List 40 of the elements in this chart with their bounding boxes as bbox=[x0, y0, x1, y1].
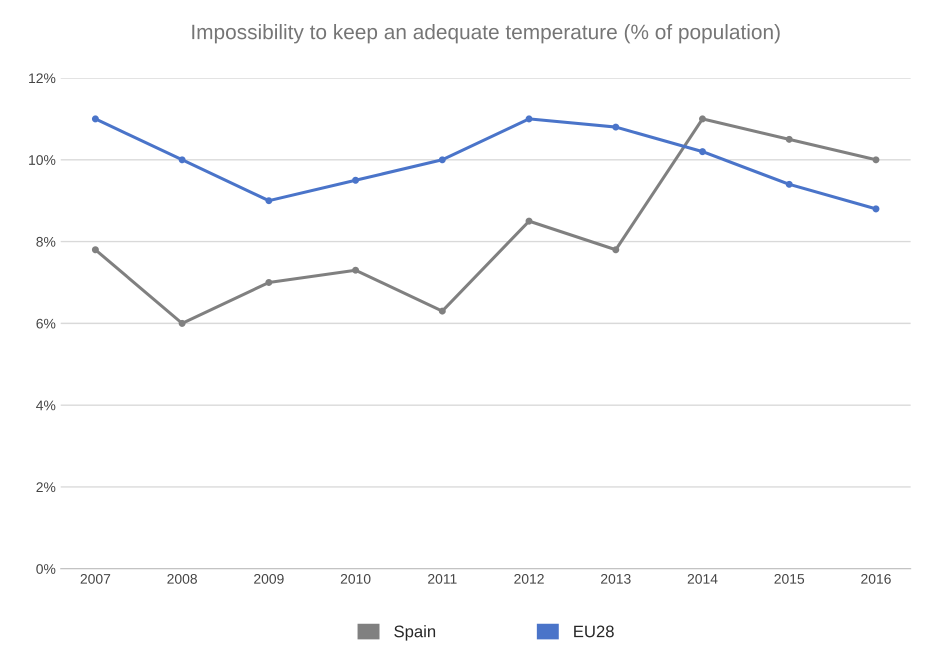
point bbox=[92, 246, 99, 254]
point bbox=[438, 308, 446, 315]
point bbox=[526, 115, 533, 122]
x-tick-label: 2012 bbox=[514, 574, 544, 584]
point bbox=[786, 180, 793, 188]
point bbox=[699, 115, 706, 122]
y-tick-label: 8% bbox=[36, 236, 56, 247]
x-tick-label: 2010 bbox=[340, 574, 370, 584]
point bbox=[178, 156, 186, 164]
point bbox=[92, 115, 99, 122]
x-tick-label: 2016 bbox=[861, 574, 891, 584]
point bbox=[178, 320, 186, 327]
point bbox=[612, 246, 620, 254]
point bbox=[352, 176, 360, 184]
y-tick-label: 6% bbox=[36, 318, 56, 329]
y-tick-label: 2% bbox=[36, 482, 56, 492]
legend-label: Spain bbox=[394, 625, 436, 641]
x-tick-label: 2011 bbox=[428, 574, 457, 584]
point bbox=[872, 156, 880, 164]
point bbox=[526, 218, 533, 225]
point bbox=[352, 266, 360, 274]
y-tick-label: 12% bbox=[29, 73, 56, 84]
point bbox=[612, 124, 620, 131]
x-tick-label: 2013 bbox=[601, 574, 631, 584]
x-tick-label: 2007 bbox=[80, 574, 110, 584]
point bbox=[265, 197, 272, 204]
point bbox=[872, 205, 880, 212]
x-tick-label: 2009 bbox=[254, 574, 284, 584]
y-tick-label: 4% bbox=[36, 400, 56, 410]
point bbox=[265, 279, 272, 286]
legend-label: EU28 bbox=[574, 626, 614, 638]
chart-title: Impossibility to keep an adequate temperature (% of population) bbox=[192, 24, 780, 44]
point bbox=[786, 136, 793, 143]
y-tick-label: 10% bbox=[29, 155, 56, 165]
x-tick-label: 2014 bbox=[688, 574, 718, 584]
point bbox=[438, 156, 446, 164]
x-tick-label: 2008 bbox=[167, 574, 197, 584]
y-tick-label: 0% bbox=[36, 564, 56, 574]
point bbox=[699, 148, 706, 156]
x-tick-label: 2015 bbox=[774, 574, 804, 584]
